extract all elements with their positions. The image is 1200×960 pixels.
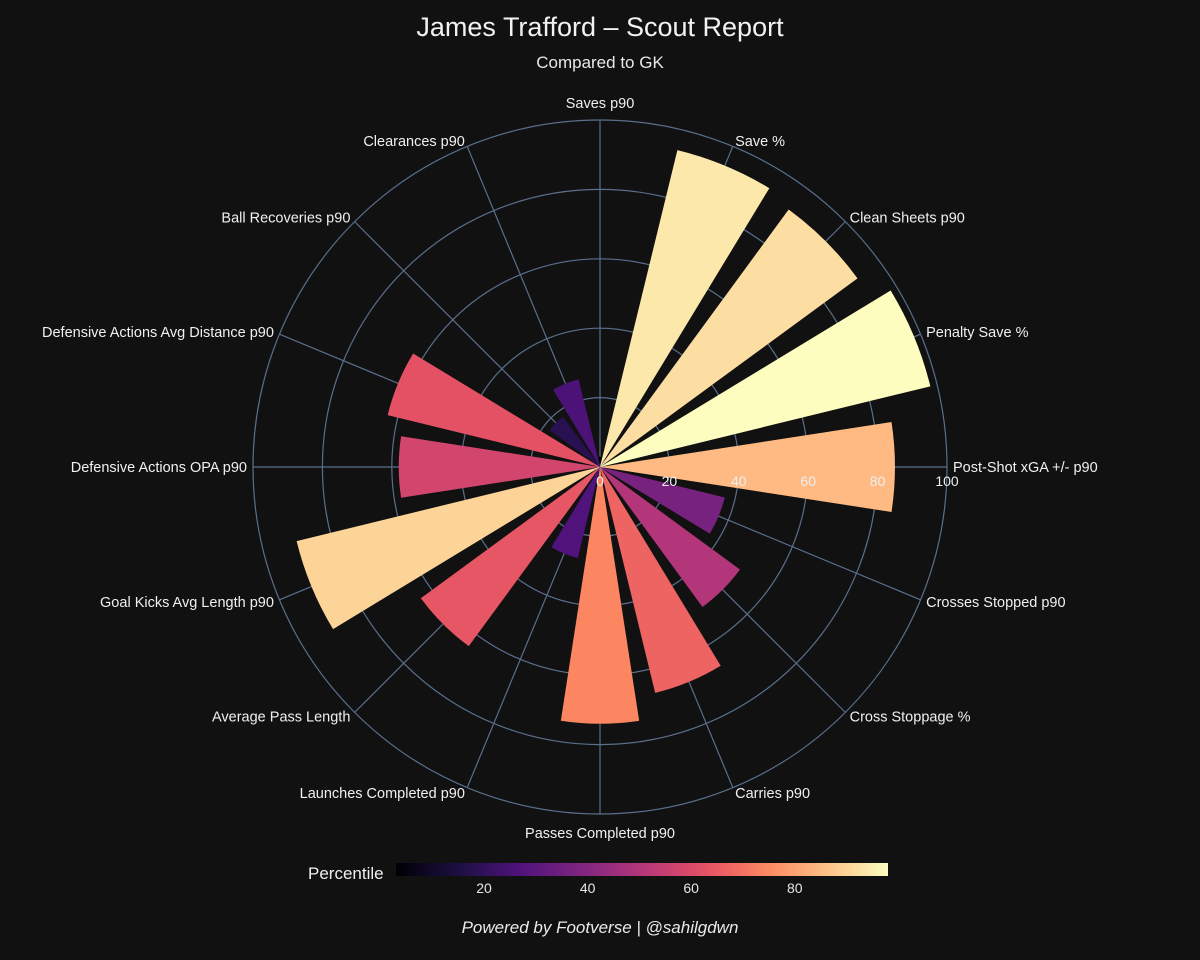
colorbar [396, 863, 888, 876]
radial-tick-40: 40 [731, 473, 747, 489]
colorbar-ticks: 20 40 60 80 [396, 880, 888, 900]
category-label-defensive-actions-opa-p90: Defensive Actions OPA p90 [71, 460, 247, 476]
bar-save [600, 150, 770, 467]
category-label-average-pass-length: Average Pass Length [212, 710, 350, 726]
colorbar-tick-60: 60 [683, 880, 699, 896]
radial-tick-60: 60 [800, 473, 816, 489]
colorbar-label: Percentile [308, 864, 384, 883]
bar-ball-recoveries-p90 [549, 416, 600, 467]
category-label-goal-kicks-avg-length-p90: Goal Kicks Avg Length p90 [100, 595, 274, 611]
category-label-save: Save % [735, 134, 785, 150]
bar-carries-p90 [600, 467, 721, 693]
radial-tick-100: 100 [935, 473, 959, 489]
colorbar-tick-20: 20 [476, 880, 492, 896]
bar-defensive-actions-opa-p90 [398, 436, 600, 498]
bar-cross-stoppage [600, 467, 740, 607]
category-label-passes-completed-p90: Passes Completed p90 [525, 826, 675, 842]
radial-tick-labels: 0 20 40 60 80 100 [596, 473, 959, 489]
category-label-saves-p90: Saves p90 [566, 96, 635, 112]
radial-tick-0: 0 [596, 473, 604, 489]
bar-saves-p90 [598, 456, 602, 467]
bars [296, 150, 931, 724]
category-label-ball-recoveries-p90: Ball Recoveries p90 [221, 210, 350, 226]
chart-title: James Trafford – Scout Report [416, 12, 784, 42]
bar-penalty-save [600, 290, 931, 467]
bar-clean-sheets-p90 [600, 209, 858, 467]
footer-credit: Powered by Footverse | @sahilgdwn [461, 918, 739, 937]
colorbar-tick-80: 80 [786, 880, 803, 896]
category-label-carries-p90: Carries p90 [735, 786, 810, 802]
bar-launches-completed-p90 [551, 467, 600, 559]
category-label-cross-stoppage: Cross Stoppage % [850, 710, 971, 726]
bar-defensive-actions-avg-distance-p90 [387, 353, 600, 467]
bar-clearances-p90 [553, 379, 600, 467]
category-label-launches-completed-p90: Launches Completed p90 [300, 786, 465, 802]
category-label-clean-sheets-p90: Clean Sheets p90 [850, 210, 965, 226]
bar-crosses-stopped-p90 [600, 467, 725, 534]
bar-average-pass-length [420, 467, 600, 647]
category-label-clearances-p90: Clearances p90 [363, 134, 465, 150]
radial-tick-20: 20 [662, 473, 678, 489]
radial-tick-80: 80 [870, 473, 886, 489]
category-labels: Saves p90 Save % Clean Sheets p90 Penalty S… [42, 96, 1098, 842]
category-label-post-shot-xga-p90: Post-Shot xGA +/- p90 [953, 460, 1098, 476]
category-label-defensive-actions-avg-distance-p90: Defensive Actions Avg Distance p90 [42, 325, 274, 341]
chart-subtitle: Compared to GK [536, 53, 664, 72]
category-label-penalty-save: Penalty Save % [926, 325, 1028, 341]
colorbar-tick-40: 40 [579, 880, 596, 896]
category-label-crosses-stopped-p90: Crosses Stopped p90 [926, 595, 1065, 611]
bar-goal-kicks-avg-length-p90 [296, 467, 600, 630]
bar-post-shot-xga-p90 [600, 422, 895, 512]
bar-passes-completed-p90 [560, 467, 640, 724]
